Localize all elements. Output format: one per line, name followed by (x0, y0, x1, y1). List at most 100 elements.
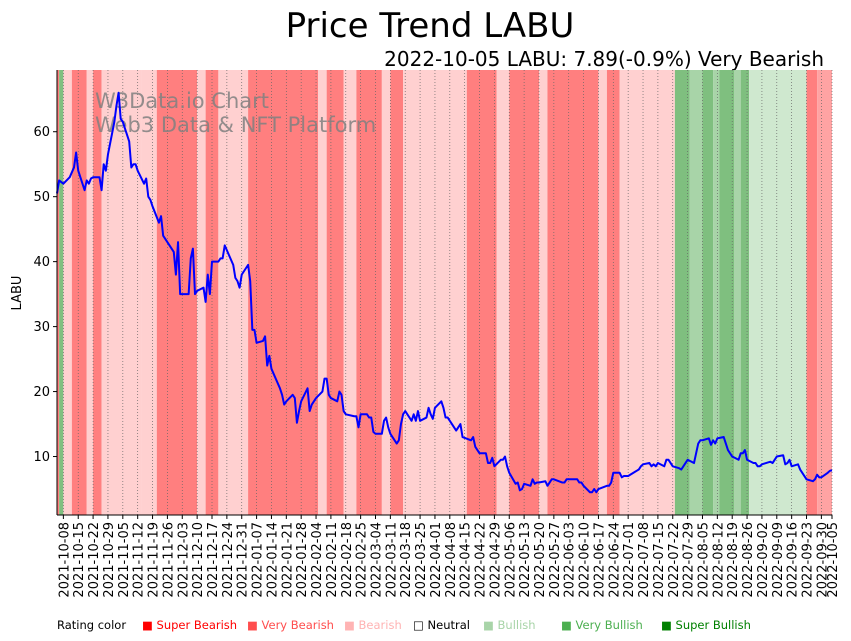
rating-band (702, 70, 714, 515)
x-tick-label: 2022-03-18 (399, 522, 414, 598)
rating-band (466, 70, 497, 515)
x-tick-label: 2021-12-10 (191, 522, 206, 598)
y-tick-label: 60 (33, 125, 50, 140)
x-tick-label: 2022-06-10 (578, 522, 593, 598)
x-tick-label: 2021-10-08 (57, 522, 72, 598)
rating-band (381, 70, 391, 515)
x-tick-label: 2022-04-08 (444, 522, 459, 598)
x-tick-label: 2021-10-15 (72, 522, 87, 598)
x-tick-label: 2021-12-24 (221, 522, 236, 598)
x-tick-label: 2022-05-20 (533, 522, 548, 598)
y-axis-label: LABU (10, 276, 25, 311)
x-tick-label: 2022-05-13 (518, 522, 533, 598)
x-tick-label: 2022-06-24 (607, 522, 622, 598)
y-axis-ticks: 10 20 30 40 50 60 (33, 125, 57, 465)
rating-band (713, 70, 720, 515)
rating-band (496, 70, 510, 515)
x-tick-label: 2021-12-17 (206, 522, 221, 598)
rating-band (218, 70, 249, 515)
x-tick-label: 2022-03-11 (384, 522, 399, 598)
x-tick-label: 2021-12-31 (236, 522, 251, 598)
x-tick-label: 2022-09-30 (815, 522, 830, 598)
x-tick-label: 2022-07-15 (652, 522, 667, 598)
x-tick-label: 2022-08-12 (711, 522, 726, 598)
x-tick-label: 2022-05-06 (503, 522, 518, 598)
rating-band (547, 70, 599, 515)
x-tick-label: 2021-11-19 (147, 522, 162, 598)
x-tick-label: 2022-09-23 (801, 522, 816, 598)
rating-band (101, 70, 142, 515)
legend-label: Rating color (57, 618, 126, 632)
x-tick-label: 2021-11-26 (161, 522, 176, 598)
x-tick-label: 2022-02-11 (325, 522, 340, 598)
x-tick-label: 2022-01-21 (280, 522, 295, 598)
legend-item: ■ Very Bullish (561, 618, 643, 632)
legend-item: ■ Super Bullish (661, 618, 751, 632)
rating-band (674, 70, 690, 515)
x-tick-label: 2022-05-27 (548, 522, 563, 598)
x-tick-label: 2021-11-12 (132, 522, 147, 598)
x-tick-label: 2022-01-28 (295, 522, 310, 598)
x-tick-label: 2022-04-29 (488, 522, 503, 598)
y-tick-label: 20 (33, 385, 50, 400)
rating-band (817, 70, 832, 515)
x-tick-label: 2021-11-05 (117, 522, 132, 598)
rating-band (806, 70, 818, 515)
rating-band (86, 70, 94, 515)
x-tick-label: 2022-01-14 (265, 522, 280, 598)
x-tick-label: 2022-07-01 (622, 522, 637, 598)
rating-band (538, 70, 548, 515)
x-tick-label: 2022-02-04 (310, 522, 325, 598)
rating-band (248, 70, 319, 515)
x-tick-label: 2022-04-15 (459, 522, 474, 598)
x-tick-label: 2022-07-08 (637, 522, 652, 598)
rating-band (598, 70, 607, 515)
y-tick-label: 40 (33, 255, 50, 270)
rating-band (71, 70, 87, 515)
x-tick-label: 2022-02-18 (340, 522, 355, 598)
x-tick-label: 2022-10-05 (826, 522, 841, 598)
rating-band (93, 70, 102, 515)
x-tick-label: 2022-09-02 (756, 522, 771, 598)
x-tick-label: 2022-09-09 (771, 522, 786, 598)
rating-band (734, 70, 741, 515)
watermark-line-2: Web3 Data & NFT Platform (95, 113, 376, 137)
x-tick-label: 2022-01-07 (251, 522, 266, 598)
rating-legend: Rating color ■ Super Bearish ■ Very Beari… (57, 618, 751, 632)
x-tick-label: 2021-10-22 (87, 522, 102, 598)
x-tick-label: 2022-08-26 (741, 522, 756, 598)
y-tick-label: 10 (33, 450, 50, 465)
x-axis-ticks: 2021-10-08 2021-10-15 2021-10-22 2021-10-29… (57, 515, 841, 598)
x-tick-label: 2022-06-17 (592, 522, 607, 598)
x-tick-label: 2022-04-22 (474, 522, 489, 598)
legend-item: ■ Bearish (344, 618, 402, 632)
x-tick-label: 2022-08-05 (696, 522, 711, 598)
x-tick-label: 2021-10-29 (102, 522, 117, 598)
rating-band (740, 70, 750, 515)
x-tick-label: 2021-12-03 (176, 522, 191, 598)
rating-band (619, 70, 675, 515)
rating-band (59, 70, 64, 515)
legend-item: □ Neutral (413, 618, 470, 632)
chart-title: Price Trend LABU (286, 6, 575, 46)
rating-band (318, 70, 327, 515)
rating-band (689, 70, 703, 515)
price-line (56, 91, 833, 494)
x-tick-label: 2022-02-25 (355, 522, 370, 598)
y-tick-label: 50 (33, 190, 50, 205)
x-tick-label: 2022-07-22 (667, 522, 682, 598)
x-tick-label: 2022-03-25 (414, 522, 429, 598)
watermark-line-1: W3Data.io Chart (95, 89, 269, 113)
rating-band (749, 70, 807, 515)
rating-band (156, 70, 198, 515)
x-tick-label: 2022-03-04 (369, 522, 384, 598)
rating-band (57, 70, 60, 515)
x-tick-label: 2022-09-16 (786, 522, 801, 598)
x-tick-label: 2022-04-01 (429, 522, 444, 598)
legend-item: ■ Very Bearish (247, 618, 334, 632)
y-tick-label: 30 (33, 320, 50, 335)
rating-band (390, 70, 404, 515)
legend-item: ■ Super Bearish (142, 618, 237, 632)
x-tick-label: 2022-07-29 (682, 522, 697, 598)
